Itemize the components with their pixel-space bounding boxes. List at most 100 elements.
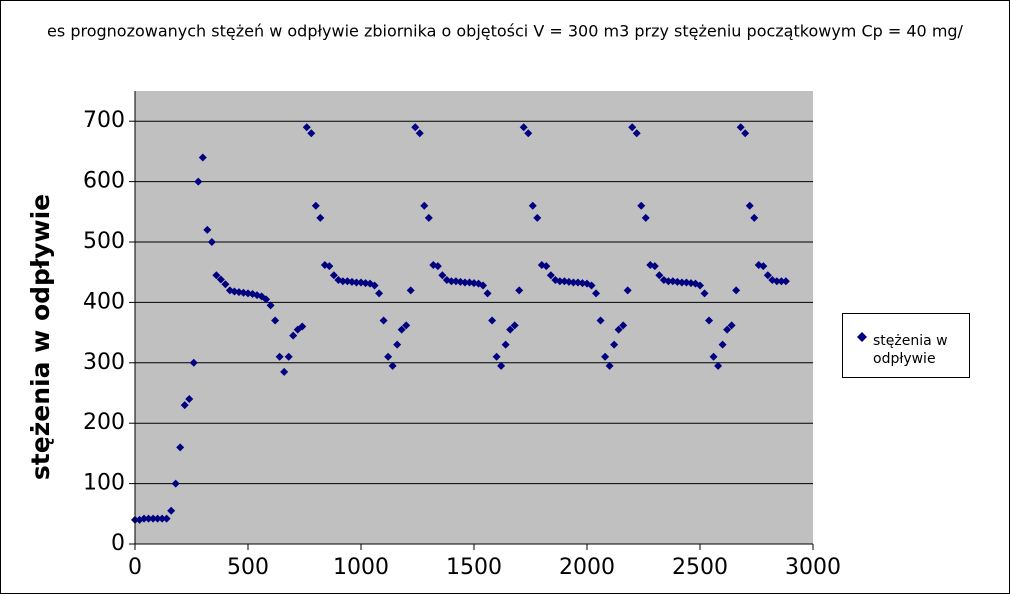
point	[384, 352, 393, 361]
point	[447, 277, 456, 286]
point	[149, 514, 158, 523]
point	[533, 213, 542, 222]
point	[772, 277, 781, 286]
point	[203, 225, 212, 234]
point	[741, 129, 750, 138]
point	[637, 201, 646, 210]
point	[271, 316, 280, 325]
point	[718, 340, 727, 349]
y-tick-label: 500	[83, 229, 125, 254]
point	[433, 262, 442, 271]
point	[397, 325, 406, 334]
point	[198, 153, 207, 162]
point	[510, 321, 519, 330]
point	[664, 277, 673, 286]
y-tick-label: 400	[83, 289, 125, 314]
legend-symbol	[857, 332, 867, 342]
point	[696, 281, 704, 290]
point	[542, 262, 551, 271]
point	[732, 286, 741, 295]
x-tick-label: 2500	[672, 555, 728, 580]
point	[546, 271, 555, 280]
legend-label: stężenia w odpływie	[873, 333, 948, 367]
point	[650, 262, 659, 271]
point	[171, 479, 180, 488]
point	[777, 277, 786, 286]
point	[420, 201, 429, 210]
point	[162, 514, 171, 523]
point	[438, 271, 447, 280]
point	[153, 514, 162, 523]
point	[745, 201, 754, 210]
point	[280, 367, 289, 376]
point	[723, 325, 732, 334]
y-tick-label: 100	[83, 471, 125, 496]
point	[216, 275, 225, 284]
chart-title: es prognozowanych stężeń w odpływie zbio…	[47, 22, 964, 41]
point	[506, 325, 515, 334]
point	[619, 321, 628, 330]
point	[379, 316, 388, 325]
point	[338, 277, 347, 286]
point	[700, 289, 709, 298]
point	[284, 352, 293, 361]
point	[655, 271, 664, 280]
point	[497, 361, 506, 370]
point	[388, 361, 397, 370]
x-tick-label: 3000	[785, 555, 841, 580]
point	[677, 278, 686, 287]
point	[628, 123, 637, 132]
point	[781, 277, 790, 286]
point	[727, 321, 736, 330]
point	[352, 278, 361, 287]
point	[736, 123, 745, 132]
point	[587, 281, 596, 290]
point	[158, 514, 167, 523]
x-tick-label: 2000	[559, 555, 615, 580]
x-tick-label: 1500	[446, 555, 502, 580]
point	[605, 361, 614, 370]
point	[569, 278, 578, 287]
point	[488, 316, 497, 325]
point	[180, 401, 189, 410]
point	[460, 278, 469, 287]
point	[402, 321, 411, 330]
point	[375, 289, 384, 298]
point	[316, 213, 325, 222]
point	[641, 213, 650, 222]
point	[519, 123, 528, 132]
y-tick-label: 300	[83, 350, 125, 375]
plot-area	[135, 91, 813, 544]
legend-marker	[857, 332, 867, 342]
point	[275, 352, 284, 361]
point	[329, 271, 338, 280]
point	[592, 289, 601, 298]
point	[176, 443, 185, 452]
x-tick-label: 1000	[333, 555, 389, 580]
point	[185, 395, 194, 404]
legend: stężenia w odpływie	[842, 313, 970, 378]
point	[709, 352, 718, 361]
point	[632, 129, 641, 138]
point	[601, 352, 610, 361]
point	[311, 201, 320, 210]
point	[194, 177, 203, 186]
point	[763, 271, 772, 280]
point	[759, 262, 768, 271]
x-tick-label: 500	[227, 555, 269, 580]
point	[212, 271, 221, 280]
y-axis-label: stężenia w odpływie	[26, 194, 55, 480]
point	[302, 123, 311, 132]
point	[411, 123, 420, 132]
x-tick-label: 0	[128, 555, 142, 580]
point	[424, 213, 433, 222]
point	[596, 316, 605, 325]
point	[298, 322, 307, 331]
point	[144, 514, 153, 523]
point	[750, 213, 759, 222]
point	[189, 358, 198, 367]
point	[483, 289, 492, 298]
point	[325, 262, 334, 271]
point	[262, 295, 271, 304]
